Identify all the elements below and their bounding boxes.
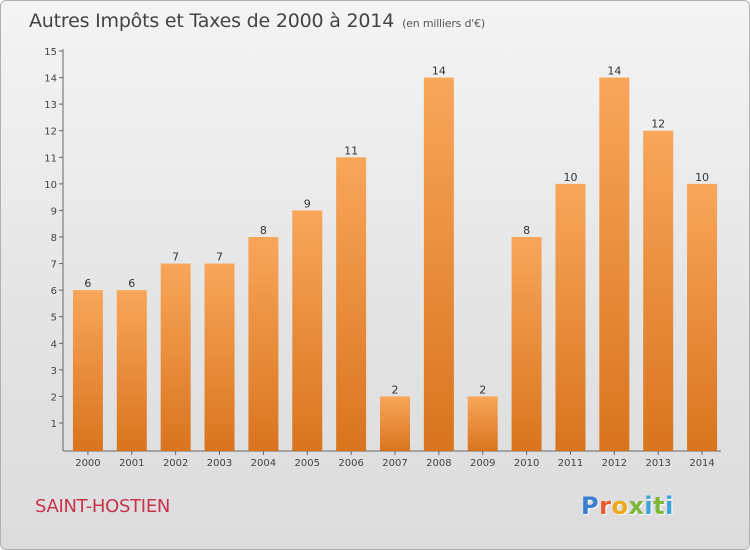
bar xyxy=(687,183,718,451)
bar-value-label: 6 xyxy=(128,277,135,290)
y-tick-label: 1 xyxy=(51,419,57,430)
x-tick-label: 2007 xyxy=(382,458,407,469)
x-tick-label: 2004 xyxy=(251,458,276,469)
bar xyxy=(599,77,630,452)
bar xyxy=(336,157,367,452)
y-tick-label: 8 xyxy=(51,233,57,244)
bar-value-label: 10 xyxy=(563,171,577,184)
bar-value-label: 7 xyxy=(216,251,223,264)
bar xyxy=(292,210,323,451)
commune-name: SAINT-HOSTIEN xyxy=(35,496,171,517)
x-tick-label: 2000 xyxy=(75,458,100,469)
logo-letter: P xyxy=(581,492,600,520)
x-tick-label: 2002 xyxy=(163,458,188,469)
bar-value-label: 14 xyxy=(607,65,621,78)
proxiti-logo: Proxiti xyxy=(581,492,674,520)
y-tick-label: 5 xyxy=(51,313,57,324)
x-tick-label: 2009 xyxy=(470,458,495,469)
x-tick-label: 2014 xyxy=(689,458,714,469)
bar-value-label: 14 xyxy=(432,65,446,78)
bar-value-label: 6 xyxy=(84,277,91,290)
y-tick-label: 7 xyxy=(51,260,57,271)
y-tick-label: 12 xyxy=(44,127,57,138)
y-tick-label: 10 xyxy=(44,180,57,191)
bar xyxy=(72,290,103,451)
bar xyxy=(511,237,542,451)
y-tick-label: 9 xyxy=(51,206,57,217)
y-tick-label: 3 xyxy=(51,366,57,377)
x-tick-label: 2008 xyxy=(426,458,451,469)
title-text: Autres Impôts et Taxes de 2000 à 2014 xyxy=(29,10,395,32)
logo-letter: o xyxy=(611,492,629,520)
bar-value-label: 7 xyxy=(172,251,179,264)
bar xyxy=(467,396,498,451)
logo-letter: r xyxy=(599,492,612,520)
x-tick-label: 2006 xyxy=(338,458,363,469)
bar xyxy=(204,263,235,451)
bar xyxy=(380,396,410,451)
x-tick-label: 2013 xyxy=(645,458,670,469)
bar xyxy=(643,130,674,451)
bar-value-label: 10 xyxy=(695,171,709,184)
y-tick-label: 13 xyxy=(44,100,57,111)
x-tick-label: 2001 xyxy=(119,458,144,469)
x-tick-label: 2005 xyxy=(295,458,320,469)
y-tick-label: 4 xyxy=(51,339,57,350)
x-tick-label: 2012 xyxy=(602,458,627,469)
bar-value-label: 12 xyxy=(651,118,665,131)
bar-value-label: 11 xyxy=(344,144,358,157)
logo-letter: i xyxy=(665,492,674,520)
logo-letter: i xyxy=(644,492,654,520)
x-tick-label: 2010 xyxy=(514,458,539,469)
x-tick-label: 2003 xyxy=(207,458,232,469)
y-tick-label: 14 xyxy=(44,74,57,85)
bar xyxy=(555,183,586,451)
y-tick-label: 15 xyxy=(44,47,57,58)
bar xyxy=(116,290,147,451)
chart-title: Autres Impôts et Taxes de 2000 à 2014 (en… xyxy=(29,10,485,32)
y-tick-label: 2 xyxy=(51,392,57,403)
bar xyxy=(423,77,454,452)
logo-letter: x xyxy=(628,492,645,520)
chart-subtitle: (en milliers d'€) xyxy=(402,17,485,30)
y-tick-label: 11 xyxy=(44,153,57,164)
x-tick-label: 2011 xyxy=(558,458,583,469)
bar-value-label: 8 xyxy=(260,224,267,237)
bar-value-label: 2 xyxy=(479,383,486,396)
y-tick-label: 6 xyxy=(51,286,57,297)
bar-value-label: 2 xyxy=(392,383,399,396)
bar-value-label: 9 xyxy=(304,197,311,210)
bar xyxy=(160,263,191,451)
bar xyxy=(248,237,279,451)
bar-value-label: 8 xyxy=(523,224,530,237)
logo-letter: t xyxy=(653,492,666,520)
